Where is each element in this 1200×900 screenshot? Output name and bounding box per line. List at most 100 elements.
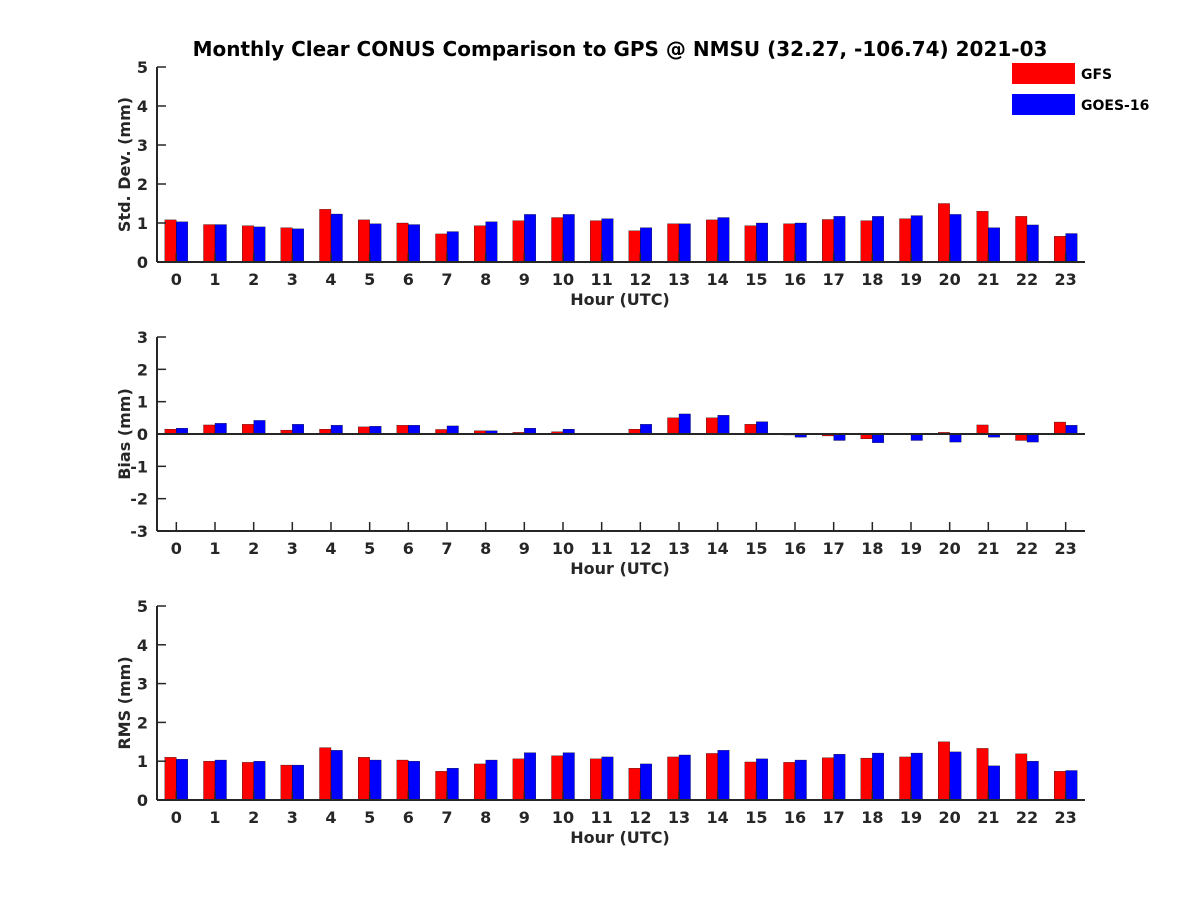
bar-1-gfs-5 — [358, 426, 370, 435]
bar-0-goes-16-16 — [794, 222, 807, 263]
bar-2-gfs-8 — [474, 763, 486, 801]
bar-2-gfs-7 — [435, 771, 448, 801]
bar-1-gfs-15 — [744, 424, 757, 435]
x-tick-label-2-15: 15 — [745, 808, 767, 827]
x-tick-label-1-7: 7 — [441, 539, 452, 558]
bar-0-gfs-8 — [474, 225, 486, 263]
bar-2-goes-16-19 — [910, 752, 923, 801]
bar-2-goes-16-12 — [640, 763, 652, 801]
x-tick-label-2-9: 9 — [519, 808, 530, 827]
figure-title: Monthly Clear CONUS Comparison to GPS @ … — [193, 37, 1048, 61]
bar-2-goes-16-10 — [562, 752, 575, 801]
bar-1-goes-16-23 — [1065, 425, 1078, 435]
bar-2-gfs-12 — [628, 768, 641, 801]
bar-0-goes-16-19 — [910, 215, 923, 263]
x-tick-label-0-5: 5 — [364, 270, 375, 289]
x-tick-label-2-11: 11 — [591, 808, 613, 827]
bar-2-goes-16-2 — [253, 761, 266, 801]
x-axis-label-0: Hour (UTC) — [570, 290, 670, 309]
x-tick-label-0-16: 16 — [784, 270, 806, 289]
bar-1-goes-16-1 — [214, 423, 227, 435]
bar-2-goes-16-8 — [485, 759, 498, 801]
x-tick-label-0-4: 4 — [325, 270, 336, 289]
bar-0-goes-16-2 — [253, 226, 266, 263]
x-tick-label-0-22: 22 — [1016, 270, 1038, 289]
x-tick-label-2-7: 7 — [441, 808, 452, 827]
bar-1-goes-16-13 — [678, 413, 691, 435]
bar-2-gfs-20 — [938, 741, 950, 801]
x-tick-label-2-1: 1 — [209, 808, 220, 827]
bar-0-gfs-20 — [938, 203, 950, 263]
bar-1-goes-16-3 — [292, 424, 304, 435]
bar-0-gfs-1 — [203, 224, 216, 263]
bar-0-goes-16-9 — [524, 214, 536, 263]
bar-1-goes-16-6 — [408, 425, 420, 435]
y-tick-label-1--2: -2 — [130, 490, 148, 509]
bar-2-goes-16-13 — [678, 754, 691, 801]
bar-0-gfs-12 — [628, 230, 641, 263]
bar-2-goes-16-5 — [369, 759, 382, 801]
x-tick-label-0-23: 23 — [1055, 270, 1077, 289]
bar-2-goes-16-22 — [1026, 761, 1039, 801]
x-tick-label-0-21: 21 — [977, 270, 999, 289]
x-tick-label-2-16: 16 — [784, 808, 806, 827]
bar-1-goes-16-22 — [1026, 433, 1039, 443]
bar-2-gfs-10 — [551, 755, 564, 801]
bar-2-goes-16-7 — [446, 768, 459, 801]
x-tick-label-0-2: 2 — [248, 270, 259, 289]
x-tick-label-0-14: 14 — [707, 270, 729, 289]
bar-1-goes-16-7 — [446, 425, 459, 435]
x-tick-label-2-20: 20 — [939, 808, 961, 827]
y-tick-label-1-0: 0 — [137, 425, 148, 444]
bar-0-goes-16-3 — [292, 228, 304, 263]
x-tick-label-2-4: 4 — [325, 808, 336, 827]
y-tick-label-0-3: 3 — [137, 136, 148, 155]
bar-0-goes-16-18 — [872, 216, 884, 263]
y-tick-label-1--3: -3 — [130, 522, 148, 541]
bar-0-gfs-0 — [164, 219, 177, 263]
x-tick-label-1-23: 23 — [1055, 539, 1077, 558]
x-tick-label-2-21: 21 — [977, 808, 999, 827]
legend: GFS GOES-16 — [1012, 63, 1149, 115]
bar-2-goes-16-4 — [330, 750, 343, 801]
bar-0-gfs-7 — [435, 233, 448, 263]
bar-2-gfs-9 — [512, 758, 525, 801]
x-tick-label-0-20: 20 — [939, 270, 961, 289]
x-tick-label-1-10: 10 — [552, 539, 574, 558]
x-tick-label-1-12: 12 — [629, 539, 651, 558]
x-tick-label-2-14: 14 — [707, 808, 729, 827]
bar-0-gfs-23 — [1054, 236, 1066, 263]
bar-0-goes-16-23 — [1065, 233, 1078, 263]
bar-2-goes-16-23 — [1065, 770, 1078, 801]
bar-2-goes-16-21 — [988, 765, 1000, 801]
y-tick-label-2-5: 5 — [137, 597, 148, 616]
y-tick-label-0-2: 2 — [137, 175, 148, 194]
bar-1-gfs-23 — [1054, 421, 1066, 435]
x-tick-label-2-3: 3 — [287, 808, 298, 827]
y-tick-label-0-5: 5 — [137, 58, 148, 77]
bar-0-goes-16-20 — [949, 214, 962, 263]
bar-2-gfs-6 — [396, 759, 409, 801]
bar-1-goes-16-18 — [872, 433, 884, 443]
x-tick-label-2-19: 19 — [900, 808, 922, 827]
x-tick-label-0-9: 9 — [519, 270, 530, 289]
bar-0-goes-16-6 — [408, 224, 420, 263]
bar-2-goes-16-20 — [949, 751, 962, 801]
y-axis-label-0: Std. Dev. (mm) — [115, 97, 134, 232]
x-tick-label-1-5: 5 — [364, 539, 375, 558]
x-tick-label-0-15: 15 — [745, 270, 767, 289]
bar-0-gfs-22 — [1015, 216, 1028, 263]
bar-2-goes-16-16 — [794, 759, 807, 801]
x-tick-label-0-18: 18 — [861, 270, 883, 289]
y-tick-label-2-2: 2 — [137, 713, 148, 732]
x-tick-label-0-19: 19 — [900, 270, 922, 289]
bar-0-goes-16-22 — [1026, 224, 1039, 263]
bar-2-gfs-21 — [976, 748, 989, 801]
x-tick-label-2-22: 22 — [1016, 808, 1038, 827]
bar-0-goes-16-15 — [756, 222, 768, 263]
bar-1-gfs-14 — [706, 417, 718, 435]
x-tick-label-0-1: 1 — [209, 270, 220, 289]
bar-2-gfs-3 — [280, 764, 293, 801]
